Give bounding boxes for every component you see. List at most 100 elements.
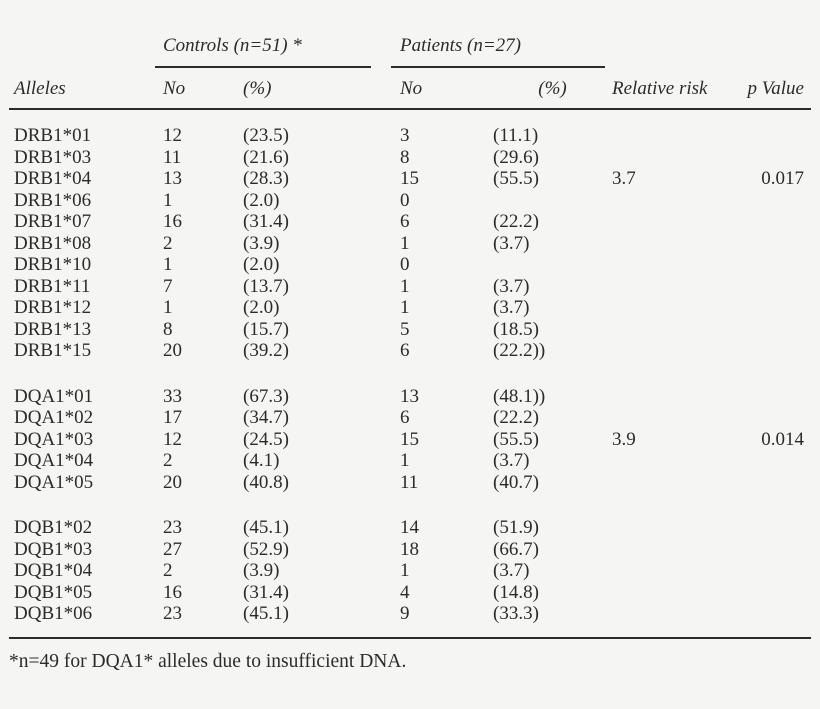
- cell-p_pct: (3.7): [493, 297, 530, 318]
- cell-p_no: 15: [400, 168, 419, 189]
- table-row: DQA1*02 17 (34.7) 6 (22.2): [9, 407, 811, 429]
- cell-p: [745, 517, 811, 539]
- cell-c_no: 27: [163, 538, 182, 560]
- cell-c_no: 2: [163, 560, 173, 581]
- cell-p_pct: (3.7): [493, 450, 530, 471]
- cell-p_no: 15: [400, 428, 419, 450]
- cell-c_no: 16: [163, 211, 182, 232]
- cell-allele: DRB1*08: [14, 232, 92, 254]
- cell-c_no: 1: [163, 297, 173, 318]
- cell-p: [745, 582, 811, 604]
- cell-p_no: 1: [400, 560, 410, 581]
- cell-p_no: 1: [400, 232, 410, 254]
- cell-p: [745, 147, 811, 169]
- table-row: DRB1*04 13 (28.3) 15 (55.5) 3.7 0.017: [9, 168, 811, 190]
- cell-c_pct: (21.6): [243, 146, 289, 168]
- cell-c_no: 17: [163, 407, 182, 428]
- table-row: DQA1*05 20 (40.8) 11 (40.7): [9, 472, 811, 494]
- table-row: DQA1*01 33 (67.3) 13 (48.1)): [9, 386, 811, 408]
- column-header-row: Alleles No (%) No (%) Relative risk p Va…: [9, 68, 811, 108]
- cell-allele: DRB1*13: [14, 318, 92, 340]
- cell-c_pct: (4.1): [243, 450, 280, 471]
- cell-c_pct: (2.0): [243, 189, 280, 211]
- cell-p_pct: (18.5): [493, 318, 539, 340]
- cell-p_pct: (55.5): [493, 428, 539, 450]
- cell-rr: [612, 450, 745, 472]
- cell-p_pct: (11.1): [493, 125, 539, 146]
- cell-rr: [612, 340, 745, 362]
- table-row: DQB1*06 23 (45.1) 9 (33.3): [9, 603, 811, 625]
- cell-rr: 3.9: [612, 428, 636, 450]
- cell-p: [745, 450, 811, 472]
- cell-c_no: 1: [163, 254, 173, 275]
- cell-p_pct: (3.7): [493, 275, 530, 297]
- cell-c_pct: (34.7): [243, 407, 289, 428]
- cell-c_pct: (2.0): [243, 254, 280, 275]
- cell-p_no: 9: [400, 603, 410, 624]
- table-row: DRB1*07 16 (31.4) 6 (22.2): [9, 211, 811, 233]
- column-header-alleles: Alleles: [14, 78, 66, 99]
- cell-p_pct: (22.2): [493, 211, 539, 232]
- cell-allele: DQA1*04: [14, 450, 94, 471]
- bottom-rule: [9, 636, 811, 639]
- cell-rr: [612, 517, 745, 539]
- cell-c_no: 13: [163, 168, 182, 189]
- cell-c_pct: (40.8): [243, 471, 289, 493]
- column-header-controls-no: No: [163, 78, 186, 99]
- column-header-controls-pct: (%): [243, 78, 272, 99]
- cell-allele: DRB1*11: [14, 275, 91, 297]
- cell-allele: DQB1*06: [14, 603, 93, 624]
- cell-p_no: 18: [400, 538, 419, 560]
- cell-allele: DRB1*07: [14, 211, 92, 232]
- cell-c_pct: (28.3): [243, 168, 289, 189]
- cell-p: [745, 211, 811, 233]
- cell-rr: [612, 190, 745, 212]
- cell-c_pct: (15.7): [243, 318, 289, 340]
- table-row: DQA1*03 12 (24.5) 15 (55.5) 3.9 0.014: [9, 429, 811, 451]
- cell-allele: DQB1*05: [14, 581, 93, 603]
- table-row: DQB1*02 23 (45.1) 14 (51.9): [9, 517, 811, 539]
- patients-group-header: Patients (n=27): [391, 35, 605, 68]
- footnote: *n=49 for DQA1* alleles due to insuffici…: [9, 650, 407, 672]
- cell-c_pct: (3.9): [243, 560, 280, 581]
- cell-rr: [612, 211, 745, 233]
- cell-p: [745, 276, 811, 298]
- group-spacer: [9, 35, 163, 68]
- cell-allele: DRB1*06: [14, 189, 92, 211]
- cell-rr: [612, 276, 745, 298]
- cell-p_pct: (29.6): [493, 146, 539, 168]
- cell-p_no: 1: [400, 275, 410, 297]
- cell-c_pct: (45.1): [243, 517, 289, 538]
- cell-c_pct: (52.9): [243, 538, 289, 560]
- cell-c_no: 23: [163, 517, 182, 538]
- cell-rr: [612, 125, 745, 147]
- cell-p: [745, 407, 811, 429]
- cell-c_pct: (3.9): [243, 232, 280, 254]
- table-row: DRB1*06 1 (2.0) 0: [9, 190, 811, 212]
- cell-p_pct: (66.7): [493, 538, 539, 560]
- cell-rr: [612, 582, 745, 604]
- group-header-row: Controls (n=51) * Patients (n=27): [9, 0, 811, 68]
- table-row: DQB1*04 2 (3.9) 1 (3.7): [9, 560, 811, 582]
- cell-c_no: 8: [163, 318, 173, 340]
- cell-rr: 3.7: [612, 168, 636, 189]
- cell-p_pct: (22.2): [493, 407, 539, 428]
- cell-p_no: 5: [400, 318, 410, 340]
- column-header-relative-risk: Relative risk: [612, 78, 708, 99]
- column-header-patients-pct: (%): [538, 78, 567, 99]
- cell-p_no: 1: [400, 450, 410, 471]
- cell-p: [745, 472, 811, 494]
- cell-c_no: 20: [163, 340, 182, 361]
- column-header-patients-no: No: [400, 78, 423, 99]
- cell-rr: [612, 233, 745, 255]
- cell-p_pct: (48.1)): [493, 385, 546, 407]
- cell-p_no: 14: [400, 517, 419, 538]
- table-section-DQB1: DQB1*02 23 (45.1) 14 (51.9) DQB1*03 27 (52.9) 18…: [9, 517, 811, 625]
- cell-p_pct: (3.7): [493, 232, 530, 254]
- cell-p: [745, 319, 811, 341]
- table-row: DRB1*13 8 (15.7) 5 (18.5): [9, 319, 811, 341]
- cell-c_pct: (2.0): [243, 297, 280, 318]
- cell-c_pct: (13.7): [243, 275, 289, 297]
- cell-rr: [612, 603, 745, 625]
